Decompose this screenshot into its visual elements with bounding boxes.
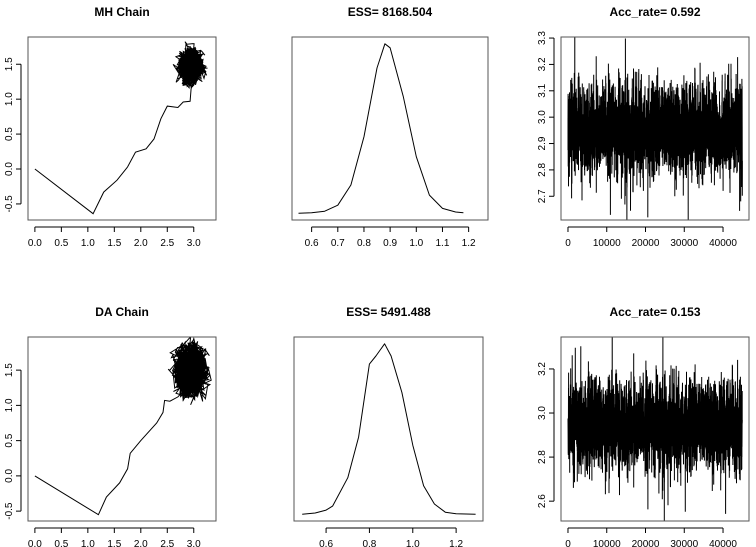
panel-2: ESS= 8168.504 0.6 0.7 0.8 0.9 1.0 1.1 1.2 [291,5,489,249]
x-tick-label: 0.9 [383,238,397,249]
plot-area [567,37,743,220]
panel-title: MH Chain [94,5,149,19]
trace-line [567,337,743,521]
x-tick-label: 0.7 [331,238,345,249]
density-curve [302,343,476,515]
density-curve [298,43,464,214]
y-tick-label: 3.3 [537,31,548,45]
x-tick-label: 1.2 [449,539,463,547]
y-tick-label: 1.0 [4,398,15,412]
x-tick-label: 40000 [709,539,737,547]
panel-title: DA Chain [95,305,149,319]
y-tick-label: -0.5 [4,195,15,213]
panel-4: DA Chain 0.0 0.5 1.0 1.5 2.0 2.5 3.0 -0.5 0.0 0.5 1… [4,305,217,547]
x-tick-label: 30000 [670,539,698,547]
plot-area [34,337,212,516]
chain-cluster [167,337,212,405]
panel-title: ESS= 5491.488 [346,305,431,319]
x-tick-label: 1.5 [107,238,121,249]
panel-title: Acc_rate= 0.592 [609,5,700,19]
x-tick-label: 2.5 [160,539,174,547]
y-tick-label: 0.0 [4,468,15,482]
y-tick-label: 3.1 [537,83,548,97]
x-tick-label: 0.5 [54,238,68,249]
x-tick-label: 1.2 [462,238,476,249]
y-tick-label: 2.8 [537,450,548,464]
panel-title: Acc_rate= 0.153 [609,305,700,319]
plot-frame [291,36,489,221]
panel-title: ESS= 8168.504 [348,5,433,19]
x-tick-label: 1.0 [81,238,95,249]
x-tick-label: 10000 [593,238,621,249]
panel-6: Acc_rate= 0.153 0 10000 20000 30000 40000 2.6 2… [537,305,750,547]
plot-area [298,43,464,214]
chain-cluster [172,41,208,90]
plot-area [34,41,208,215]
x-tick-label: 0.0 [28,238,42,249]
x-tick-label: 0 [565,539,571,547]
y-tick-label: 3.2 [537,57,548,71]
y-tick-label: 2.8 [537,163,548,177]
x-tick-label: 0.8 [362,539,376,547]
x-tick-label: 0 [565,238,571,249]
y-tick-label: 1.5 [4,57,15,71]
x-tick-label: 0.6 [319,539,333,547]
y-tick-label: -0.5 [4,502,15,520]
x-tick-label: 2.0 [134,539,148,547]
plot-frame [27,36,217,221]
x-tick-label: 30000 [670,238,698,249]
x-tick-label: 1.0 [81,539,95,547]
x-tick-label: 0.0 [28,539,42,547]
x-tick-label: 20000 [632,238,660,249]
y-tick-label: 2.6 [537,494,548,508]
y-tick-label: 3.2 [537,362,548,376]
burn-in-path [34,390,184,516]
x-tick-label: 1.0 [406,539,420,547]
plot-area [302,343,476,515]
x-tick-label: 40000 [709,238,737,249]
x-tick-label: 3.0 [187,238,201,249]
x-tick-label: 0.5 [54,539,68,547]
x-tick-label: 1.5 [107,539,121,547]
panel-3: Acc_rate= 0.592 0 10000 20000 30000 40000 2.7 2… [537,5,750,249]
x-tick-label: 2.5 [160,238,174,249]
burn-in-path [34,81,195,215]
plot-frame [560,36,750,221]
panel-1: MH Chain 0.0 0.5 1.0 1.5 2.0 2.5 3.0 -0.5 0.0 0.5 1… [4,5,217,249]
y-tick-label: 2.7 [537,189,548,203]
plot-frame [560,336,750,522]
y-tick-label: 0.5 [4,127,15,141]
x-tick-label: 10000 [593,539,621,547]
x-tick-label: 2.0 [134,238,148,249]
y-tick-label: 1.0 [4,92,15,106]
trace-line [567,37,743,220]
x-tick-label: 1.1 [436,238,450,249]
x-tick-label: 0.8 [357,238,371,249]
x-tick-label: 0.6 [305,238,319,249]
panel-5: ESS= 5491.488 0.6 0.8 1.0 1.2 [293,305,484,547]
plot-area [567,337,743,521]
plot-frame [27,336,217,522]
x-tick-label: 20000 [632,539,660,547]
y-tick-label: 0.0 [4,162,15,176]
y-tick-label: 3.0 [537,110,548,124]
y-tick-label: 1.5 [4,363,15,377]
y-tick-label: 0.5 [4,433,15,447]
plot-frame [293,336,484,522]
x-tick-label: 1.0 [409,238,423,249]
x-tick-label: 3.0 [187,539,201,547]
y-tick-label: 2.9 [537,136,548,150]
y-tick-label: 3.0 [537,406,548,420]
